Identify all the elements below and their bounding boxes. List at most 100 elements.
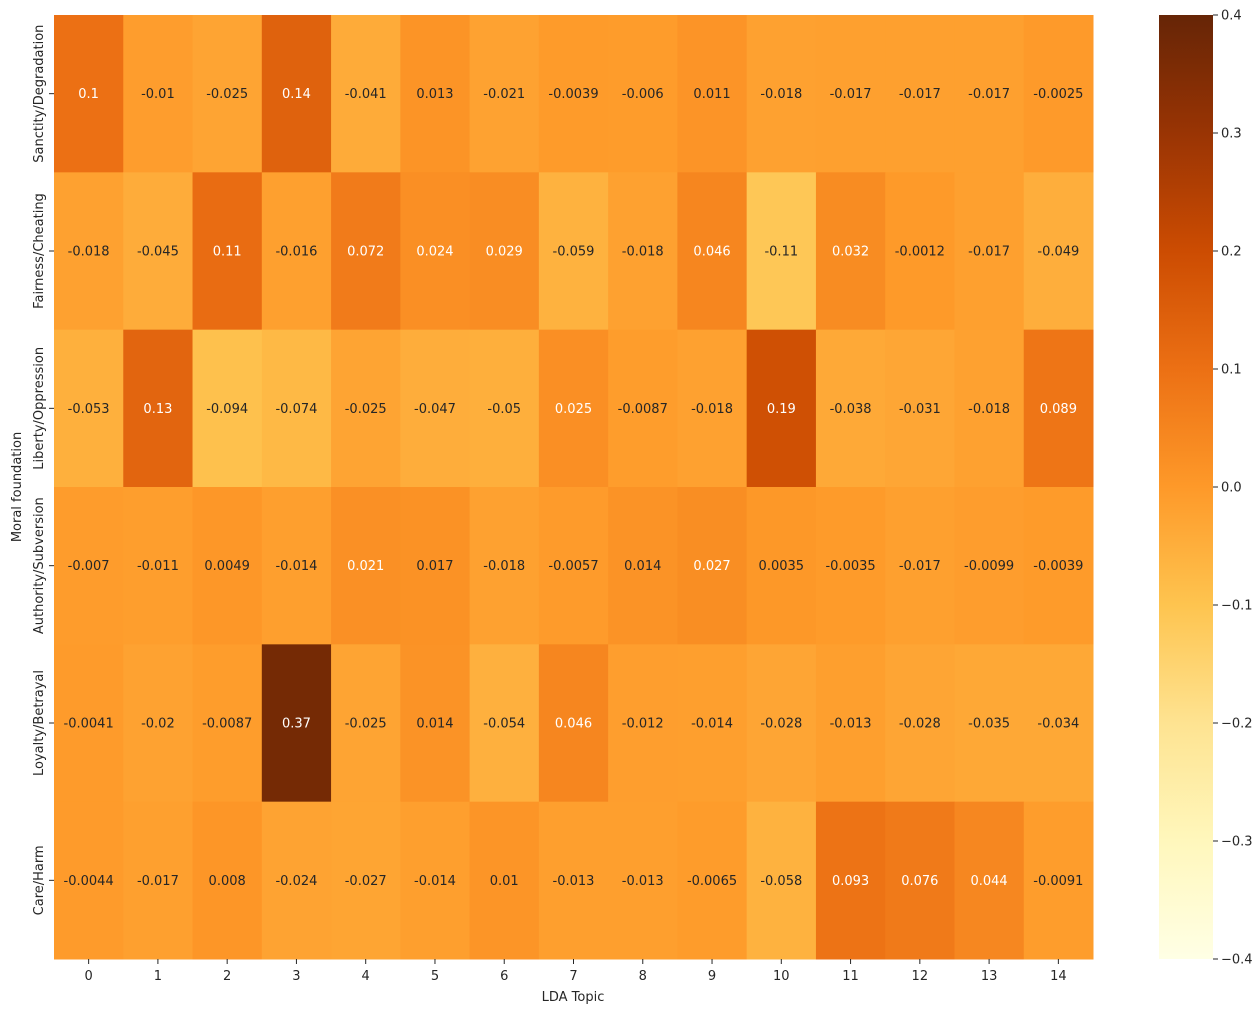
- heatmap-cell: [192, 15, 263, 173]
- heatmap-cell: [608, 172, 678, 331]
- heatmap-cell: [815, 15, 886, 173]
- x-tick-label: 5: [431, 969, 439, 984]
- cell-value-label: -0.0012: [895, 245, 945, 260]
- cell-value-label: -0.0099: [964, 559, 1014, 574]
- heatmap-cell: [954, 329, 1025, 488]
- cell-value-label: 0.37: [282, 717, 311, 732]
- colorbar: 0.4 0.3 0.2 0.1 0.0 −0.1 −0.2 −0.3 −0.4: [1159, 9, 1253, 968]
- heatmap-cell: [1023, 487, 1094, 645]
- heatmap-cell: [400, 644, 471, 803]
- colorbar-tick-label: −0.3: [1221, 835, 1253, 850]
- y-tick-label: Authority/Subversion: [32, 497, 47, 634]
- heatmap-cell: [885, 15, 955, 173]
- heatmap-cell: [331, 329, 401, 488]
- heatmap-cell: [954, 801, 1025, 960]
- heatmap-cell: [885, 644, 955, 803]
- cell-value-label: 0.011: [693, 87, 730, 102]
- heatmap-cell: [538, 172, 609, 331]
- x-axis-title: LDA Topic: [542, 990, 605, 1005]
- cell-value-label: 0.0049: [204, 559, 250, 574]
- cell-value-label: 0.014: [624, 559, 661, 574]
- cell-value-label: -0.013: [553, 874, 595, 889]
- cell-value-label: 0.093: [832, 874, 869, 889]
- y-tick-label: Liberty/Oppression: [32, 347, 47, 470]
- cell-value-label: -0.017: [968, 245, 1010, 260]
- cell-value-label: 0.014: [416, 717, 453, 732]
- cell-value-label: -0.0039: [1033, 559, 1083, 574]
- cell-value-label: -0.045: [137, 245, 179, 260]
- x-tick-label: 11: [842, 969, 859, 984]
- heatmap-cell: [400, 329, 471, 488]
- cell-value-label: -0.0057: [548, 559, 598, 574]
- cell-value-label: -0.017: [137, 874, 179, 889]
- cell-value-label: -0.0091: [1033, 874, 1083, 889]
- heatmap-cell: [400, 801, 471, 960]
- x-tick-label: 7: [569, 969, 577, 984]
- heatmap-cell: [815, 487, 886, 645]
- cell-value-label: 0.027: [693, 559, 730, 574]
- cell-value-label: -0.053: [68, 402, 110, 417]
- cell-value-label: -0.014: [414, 874, 456, 889]
- heatmap-cell: [885, 487, 955, 645]
- y-tick-label: Fairness/Cheating: [32, 193, 47, 309]
- heatmap-cell: [331, 644, 401, 803]
- colorbar-tick-label: −0.4: [1221, 953, 1253, 968]
- cell-value-label: -0.094: [206, 402, 248, 417]
- heatmap-cell: [677, 329, 748, 488]
- cell-value-label: 0.025: [555, 402, 592, 417]
- cell-value-label: -0.11: [764, 245, 798, 260]
- heatmap-cell: [608, 487, 678, 645]
- x-tick-label: 10: [773, 969, 790, 984]
- heatmap-cell: [123, 487, 194, 645]
- x-axis-ticks: 0 1 2 3 4 5 6 7 8 9 10 11 12 13 14: [84, 959, 1067, 984]
- cell-value-label: -0.025: [345, 402, 387, 417]
- cell-value-label: 0.19: [767, 402, 796, 417]
- heatmap-cell: [192, 172, 263, 331]
- heatmap-cell: [123, 644, 194, 803]
- heatmap-cell: [261, 801, 332, 960]
- x-tick-label: 4: [362, 969, 370, 984]
- cell-value-label: -0.028: [760, 717, 802, 732]
- heatmap-cell: [331, 172, 401, 331]
- colorbar-tick-label: 0.4: [1221, 9, 1242, 24]
- colorbar-tick-label: −0.2: [1221, 717, 1253, 732]
- cell-value-label: -0.017: [899, 87, 941, 102]
- cell-value-label: -0.035: [968, 717, 1010, 732]
- cell-value-label: -0.074: [275, 402, 317, 417]
- heatmap-cell: [954, 487, 1025, 645]
- heatmap-cell: [538, 15, 609, 173]
- heatmap-cell: [677, 801, 748, 960]
- cell-value-label: 0.021: [347, 559, 384, 574]
- cell-value-label: -0.034: [1037, 717, 1079, 732]
- cell-value-label: -0.01: [141, 87, 175, 102]
- heatmap-cell: [400, 15, 471, 173]
- cell-value-label: -0.018: [760, 87, 802, 102]
- cell-value-label: -0.028: [899, 717, 941, 732]
- heatmap-cell: [331, 801, 401, 960]
- heatmap-cell: [54, 172, 124, 331]
- x-tick-label: 9: [708, 969, 716, 984]
- heatmap-cell: [469, 172, 540, 331]
- cell-value-label: -0.021: [483, 87, 525, 102]
- cell-value-label: -0.011: [137, 559, 179, 574]
- cell-value-label: -0.013: [622, 874, 664, 889]
- heatmap-cells: 0.1 -0.01 -0.025 0.14 -0.041 0.013 -0.021 -0.00…: [54, 15, 1094, 960]
- x-tick-label: 6: [500, 969, 508, 984]
- heatmap-cell: [538, 801, 609, 960]
- cell-value-label: 0.046: [555, 717, 592, 732]
- heatmap-cell: [54, 15, 124, 173]
- cell-value-label: -0.0039: [548, 87, 598, 102]
- heatmap-cell: [885, 329, 955, 488]
- heatmap-cell: [1023, 172, 1094, 331]
- cell-value-label: -0.0025: [1033, 87, 1083, 102]
- cell-value-label: 0.13: [143, 402, 172, 417]
- y-tick-label: Sanctity/Degradation: [32, 25, 47, 163]
- cell-value-label: 0.029: [486, 245, 523, 260]
- heatmap-cell: [608, 15, 678, 173]
- heatmap-cell: [954, 15, 1025, 173]
- cell-value-label: -0.018: [68, 245, 110, 260]
- heatmap-cell: [54, 644, 124, 803]
- colorbar-tick-label: 0.3: [1221, 127, 1242, 142]
- cell-value-label: -0.014: [275, 559, 317, 574]
- cell-value-label: 0.076: [901, 874, 938, 889]
